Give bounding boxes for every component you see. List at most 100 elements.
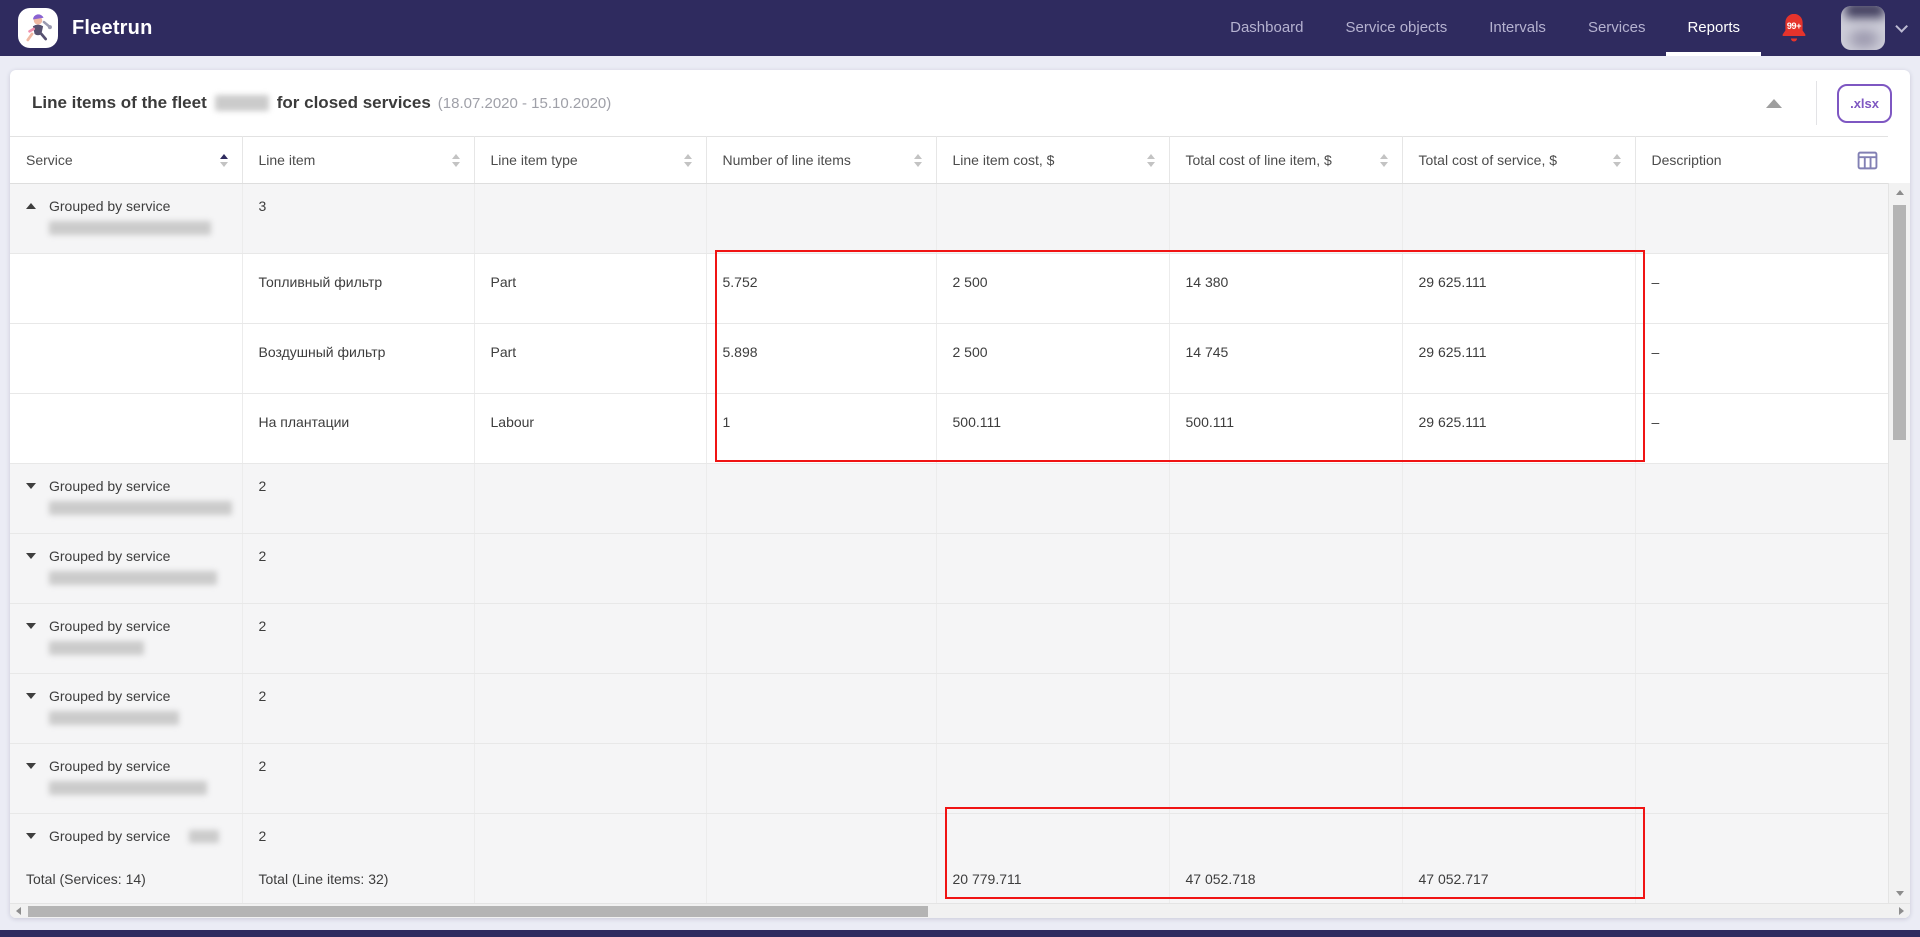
total-services: Total (Services: 14)	[10, 859, 242, 904]
group-cell: Grouped by service	[10, 464, 242, 534]
collapse-group-icon[interactable]	[26, 203, 36, 209]
group-line-items-count: 2	[242, 534, 474, 604]
table-row-group-expanded[interactable]: Grouped by service 3	[10, 184, 1888, 254]
report-table: Service Line item Line item type Number …	[10, 136, 1888, 904]
window-bottom-edge	[0, 930, 1920, 937]
report-date-range: (18.07.2020 - 15.10.2020)	[438, 95, 611, 112]
expand-group-icon[interactable]	[26, 483, 36, 489]
scroll-left-icon[interactable]	[16, 907, 21, 915]
scroll-down-icon[interactable]	[1896, 891, 1904, 896]
total-line-item-cost: 20 779.711	[936, 859, 1169, 904]
cell-line-item-type: Labour	[474, 394, 706, 464]
cell-line-item-cost: 500.111	[936, 394, 1169, 464]
column-header-total-cost-of-service[interactable]: Total cost of service, $	[1402, 137, 1635, 184]
table-row-group-collapsed[interactable]: Grouped by service 2	[10, 674, 1888, 744]
column-header-line-item-cost[interactable]: Line item cost, $	[936, 137, 1169, 184]
brand: Fleetrun	[18, 8, 153, 48]
report-actions: .xlsx	[1766, 81, 1892, 125]
cell-line-item: Воздушный фильтр	[242, 324, 474, 394]
table-row-group-collapsed[interactable]: Grouped by service 2	[10, 744, 1888, 814]
group-line-items-count: 2	[242, 814, 474, 859]
horizontal-scrollbar-thumb[interactable]	[28, 906, 928, 917]
table-row-group-collapsed[interactable]: Grouped by service 2	[10, 604, 1888, 674]
table-row-detail[interactable]: Топливный фильтр Part 5.752 2 500 14 380…	[10, 254, 1888, 324]
redacted-service-name	[189, 830, 219, 843]
sort-icon[interactable]	[1613, 154, 1625, 167]
cell-total-cost-of-service: 29 625.111	[1402, 254, 1635, 324]
group-line-items-count: 2	[242, 604, 474, 674]
sort-icon[interactable]	[452, 154, 464, 167]
expand-group-icon[interactable]	[26, 623, 36, 629]
app-logo-icon[interactable]	[18, 8, 58, 48]
group-line-items-count: 2	[242, 674, 474, 744]
table-row-group-collapsed[interactable]: Grouped by service 2	[10, 814, 1888, 859]
group-cell: Grouped by service	[10, 534, 242, 604]
report-card: Line items of the fleet for closed servi…	[10, 70, 1910, 918]
expand-group-icon[interactable]	[26, 693, 36, 699]
cell-line-item: Топливный фильтр	[242, 254, 474, 324]
column-header-service[interactable]: Service	[10, 137, 242, 184]
scroll-up-icon[interactable]	[1896, 190, 1904, 195]
cell-line-item-type: Part	[474, 324, 706, 394]
nav-item-services[interactable]: Services	[1567, 0, 1667, 56]
cell-line-item: На плантации	[242, 394, 474, 464]
cell-total-cost-of-line-item: 14 380	[1169, 254, 1402, 324]
redacted-fleet-name	[215, 95, 269, 111]
group-cell: Grouped by service	[10, 184, 242, 254]
cell-number-of-line-items: 5.898	[706, 324, 936, 394]
sort-icon[interactable]	[1147, 154, 1159, 167]
cell-number-of-line-items: 1	[706, 394, 936, 464]
column-header-line-item-type[interactable]: Line item type	[474, 137, 706, 184]
fleetrun-mascot-icon	[21, 11, 55, 45]
sort-icon[interactable]	[914, 154, 926, 167]
navbar: Fleetrun Dashboard Service objects Inter…	[0, 0, 1920, 56]
export-xlsx-button[interactable]: .xlsx	[1837, 84, 1892, 123]
notifications-bell-icon[interactable]: 99+	[1779, 12, 1809, 44]
user-menu[interactable]	[1841, 6, 1904, 50]
sort-icon[interactable]	[1380, 154, 1392, 167]
vertical-scrollbar-thumb[interactable]	[1893, 205, 1906, 440]
expand-group-icon[interactable]	[26, 833, 36, 839]
scroll-right-icon[interactable]	[1899, 907, 1904, 915]
table-row-group-collapsed[interactable]: Grouped by service 2	[10, 464, 1888, 534]
vertical-scrollbar[interactable]	[1888, 183, 1910, 903]
sort-icon-asc-active[interactable]	[220, 154, 232, 167]
cell-total-cost-of-line-item: 14 745	[1169, 324, 1402, 394]
table-row-group-collapsed[interactable]: Grouped by service 2	[10, 534, 1888, 604]
table-row-detail[interactable]: На плантации Labour 1 500.111 500.111 29…	[10, 394, 1888, 464]
sort-icon[interactable]	[684, 154, 696, 167]
cell-line-item-cost: 2 500	[936, 254, 1169, 324]
chevron-down-icon	[1895, 20, 1908, 33]
total-line-items: Total (Line items: 32)	[242, 859, 474, 904]
group-label: Grouped by service	[49, 198, 170, 214]
column-header-total-cost-of-line-item[interactable]: Total cost of line item, $	[1169, 137, 1402, 184]
redacted-service-name	[49, 781, 207, 795]
nav-item-intervals[interactable]: Intervals	[1468, 0, 1567, 56]
nav-item-service-objects[interactable]: Service objects	[1325, 0, 1469, 56]
redacted-service-name	[49, 571, 217, 585]
horizontal-scrollbar[interactable]	[10, 903, 1910, 918]
cell-description: –	[1635, 254, 1888, 324]
cell-total-cost-of-line-item: 500.111	[1169, 394, 1402, 464]
group-label: Grouped by service	[49, 688, 170, 704]
column-header-line-item[interactable]: Line item	[242, 137, 474, 184]
group-line-items-count: 2	[242, 464, 474, 534]
redacted-service-name	[49, 641, 144, 655]
nav-item-reports[interactable]: Reports	[1666, 0, 1761, 56]
redacted-service-name	[49, 711, 179, 725]
nav-item-dashboard[interactable]: Dashboard	[1209, 0, 1324, 56]
redacted-service-name	[49, 501, 232, 515]
group-label: Grouped by service	[49, 758, 170, 774]
column-header-description[interactable]: Description	[1635, 137, 1888, 184]
cell-number-of-line-items: 5.752	[706, 254, 936, 324]
table-row-detail[interactable]: Воздушный фильтр Part 5.898 2 500 14 745…	[10, 324, 1888, 394]
cell-total-cost-of-service: 29 625.111	[1402, 394, 1635, 464]
column-settings-icon[interactable]	[1857, 150, 1878, 174]
collapse-report-icon[interactable]	[1766, 99, 1782, 108]
expand-group-icon[interactable]	[26, 763, 36, 769]
column-header-number-of-line-items[interactable]: Number of line items	[706, 137, 936, 184]
cell-line-item-cost: 2 500	[936, 324, 1169, 394]
report-title: Line items of the fleet for closed servi…	[32, 93, 611, 113]
expand-group-icon[interactable]	[26, 553, 36, 559]
group-cell: Grouped by service	[10, 604, 242, 674]
